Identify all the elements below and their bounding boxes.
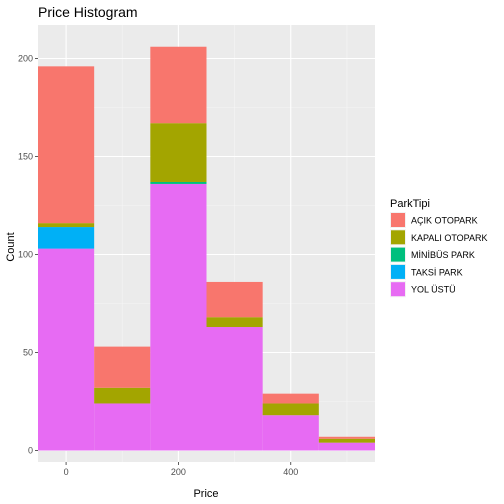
y-tick-label: 100 (18, 250, 33, 260)
bar-segment-yol-st (318, 442, 375, 451)
bar-segment-a-ik-otopark (206, 281, 263, 318)
legend-items: AÇIK OTOPARK KAPALI OTOPARK MİNİBÜS PARK TA… (390, 212, 488, 298)
bar-segment-kapali-otopark (318, 438, 375, 443)
legend-title: ParkTipi (390, 198, 430, 210)
legend-swatch-yol-st (391, 282, 405, 297)
y-tick-label: 200 (18, 54, 33, 64)
legend-label-mi-ni-b-s-park: MİNİBÜS PARK (411, 250, 475, 260)
bar-segment-taksi-park (38, 227, 95, 249)
bar-segment-a-ik-otopark (38, 66, 95, 224)
bar-segment-mi-ni-b-s-park (150, 181, 207, 184)
y-tick-label: 50 (23, 348, 33, 358)
bar-segment-kapali-otopark (262, 403, 319, 416)
bar-segment-a-ik-otopark (318, 436, 375, 439)
legend-swatch-a-ik-otopark (391, 213, 405, 227)
x-tick-label: 0 (64, 467, 69, 477)
bar-segment-kapali-otopark (94, 387, 151, 404)
legend-label-a-ik-otopark: AÇIK OTOPARK (411, 216, 478, 226)
legend-swatch-taksi-park (391, 264, 405, 279)
x-tick-label: 200 (171, 467, 186, 477)
x-axis-label: Price (193, 488, 218, 500)
bar-segment-yol-st (94, 403, 151, 451)
histogram-bars (38, 46, 375, 451)
legend-label-yol-st: YOL ÜSTÜ (411, 285, 456, 295)
legend-swatch-kapali-otopark (391, 230, 405, 245)
bar-segment-yol-st (150, 183, 207, 451)
x-axis-ticks: 0 200 400 (64, 462, 298, 477)
bar-segment-kapali-otopark (150, 123, 207, 182)
bar-segment-kapali-otopark (206, 317, 263, 328)
y-axis-ticks: 0 50 100 150 200 (18, 54, 38, 456)
bar-segment-a-ik-otopark (262, 393, 319, 404)
bar-segment-kapali-otopark (38, 223, 95, 228)
bar-segment-yol-st (262, 415, 319, 451)
legend-swatch-mi-ni-b-s-park (391, 247, 405, 262)
bar-segment-yol-st (206, 327, 263, 451)
y-axis-label: Count (5, 232, 17, 261)
x-tick-label: 400 (283, 467, 298, 477)
bar-segment-a-ik-otopark (94, 346, 151, 388)
y-tick-label: 150 (18, 152, 33, 162)
legend-label-kapali-otopark: KAPALI OTOPARK (411, 233, 488, 243)
bar-segment-a-ik-otopark (150, 46, 207, 124)
legend: ParkTipi AÇIK OTOPARK KAPALI OTOPARK MİNİB… (390, 198, 488, 298)
chart-title: Price Histogram (38, 4, 138, 20)
bar-segment-yol-st (38, 248, 95, 451)
legend-label-taksi-park: TAKSİ PARK (411, 267, 463, 277)
y-tick-label: 0 (28, 446, 33, 456)
